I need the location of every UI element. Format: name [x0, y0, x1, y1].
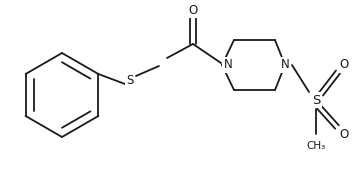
Text: O: O [339, 128, 349, 142]
Text: CH₃: CH₃ [306, 141, 326, 151]
Text: N: N [281, 58, 289, 72]
Text: S: S [126, 73, 134, 87]
Text: S: S [312, 94, 320, 106]
Text: O: O [339, 58, 349, 72]
Text: O: O [188, 3, 198, 17]
Text: N: N [224, 58, 232, 72]
